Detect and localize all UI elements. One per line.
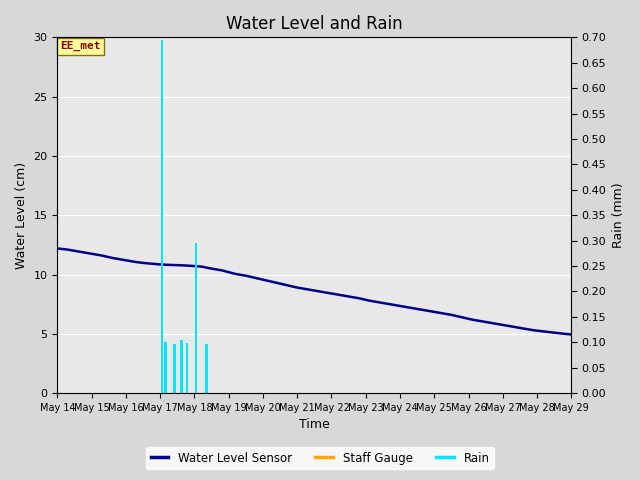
Bar xyxy=(186,343,188,393)
Y-axis label: Rain (mm): Rain (mm) xyxy=(612,182,625,248)
Bar xyxy=(180,340,182,393)
Bar xyxy=(173,344,176,393)
Bar xyxy=(161,40,163,393)
Bar xyxy=(195,243,197,393)
Legend: Water Level Sensor, Staff Gauge, Rain: Water Level Sensor, Staff Gauge, Rain xyxy=(146,447,494,469)
Bar xyxy=(205,344,207,393)
Y-axis label: Water Level (cm): Water Level (cm) xyxy=(15,162,28,269)
Title: Water Level and Rain: Water Level and Rain xyxy=(226,15,403,33)
Text: EE_met: EE_met xyxy=(60,41,100,51)
Bar xyxy=(164,342,166,393)
X-axis label: Time: Time xyxy=(299,419,330,432)
